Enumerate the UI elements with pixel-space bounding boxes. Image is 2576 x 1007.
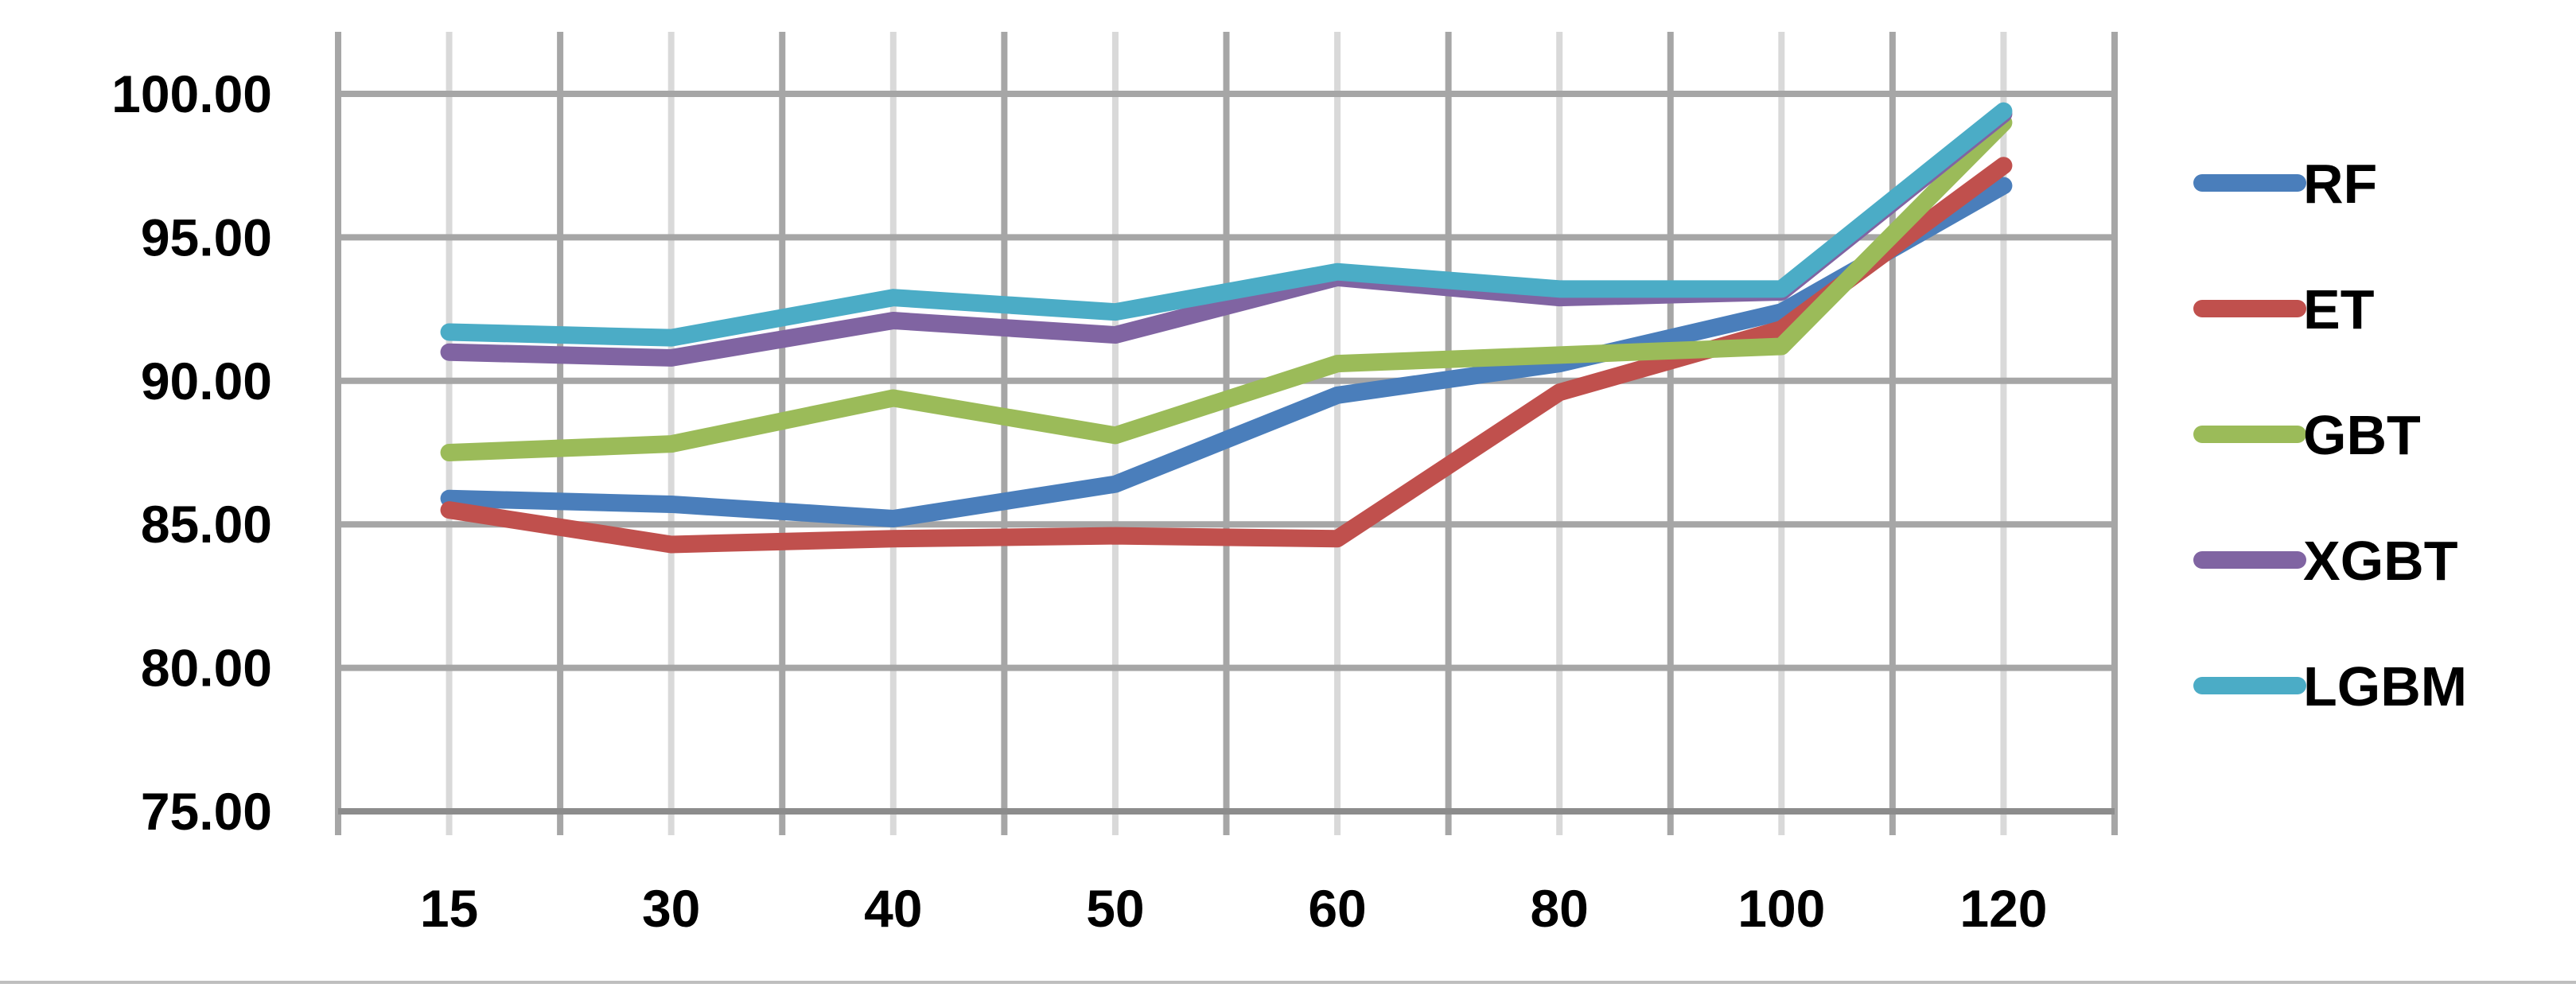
x-tick-label: 120 xyxy=(1959,879,2047,938)
legend-label-gbt: GBT xyxy=(2303,404,2421,466)
y-tick-label: 85.00 xyxy=(141,495,272,554)
y-tick-label: 100.00 xyxy=(111,64,272,123)
legend: RF ET GBT XGBT LGBM xyxy=(2193,153,2467,717)
legend-label-xgbt: XGBT xyxy=(2303,530,2457,592)
legend-label-et: ET xyxy=(2303,278,2374,340)
y-axis-tick-labels: 75.00 80.00 85.00 90.00 95.00 100.00 xyxy=(111,64,272,841)
x-tick-label: 40 xyxy=(864,879,922,938)
x-tick-label: 60 xyxy=(1308,879,1366,938)
x-tick-label: 50 xyxy=(1086,879,1144,938)
axes xyxy=(335,32,2115,835)
y-tick-label: 90.00 xyxy=(141,352,272,410)
series-line-rf xyxy=(440,177,2013,527)
legend-label-rf: RF xyxy=(2303,153,2377,215)
x-tick-label: 15 xyxy=(420,879,478,938)
x-tick-label: 30 xyxy=(642,879,700,938)
x-tick-label: 80 xyxy=(1530,879,1588,938)
legend-label-lgbm: LGBM xyxy=(2303,655,2467,717)
y-tick-label: 95.00 xyxy=(141,208,272,266)
y-tick-label: 75.00 xyxy=(141,782,272,841)
y-tick-label: 80.00 xyxy=(141,639,272,698)
series-line-lgbm xyxy=(440,102,2013,347)
series-line-gbt xyxy=(440,114,2013,461)
series-lines xyxy=(440,102,2013,554)
x-axis-tick-labels: 15 30 40 50 60 80 100 120 xyxy=(420,879,2048,938)
x-tick-label: 100 xyxy=(1737,879,1825,938)
